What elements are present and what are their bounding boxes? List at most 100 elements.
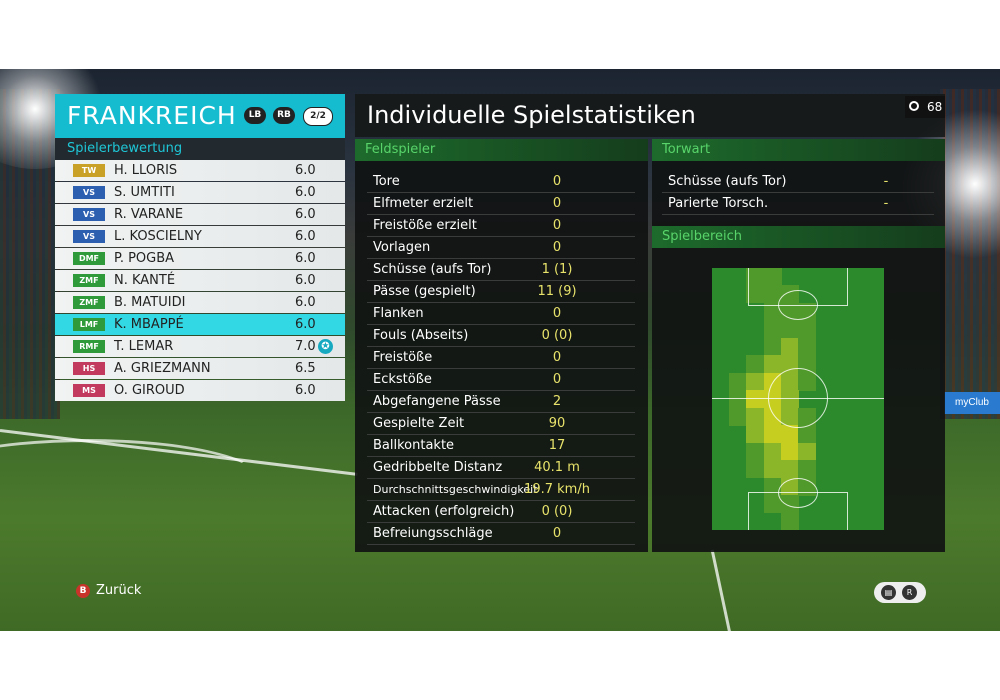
heatmap-cell — [780, 512, 799, 530]
position-badge: VS — [73, 186, 105, 199]
center-circle — [768, 368, 828, 428]
heatmap-cell — [798, 425, 816, 444]
player-roster: TW H. LLORIS 6.0 VS S. UMTITI 6.0 VS R. VARANE 6… — [55, 160, 345, 402]
field-line — [710, 549, 733, 631]
roster-title: Spielerbewertung — [55, 138, 345, 160]
heatmap-cell — [780, 460, 799, 479]
player-row[interactable]: ZMF N. KANTÉ 6.0 — [55, 270, 345, 291]
player-name: L. KOSCIELNY — [114, 229, 202, 244]
position-badge: ZMF — [73, 274, 105, 287]
stat-label: Flanken — [373, 306, 424, 321]
stat-value: 0 — [552, 306, 562, 321]
position-badge: ZMF — [73, 296, 105, 309]
stat-label: Pässe (gespielt) — [373, 284, 476, 299]
stat-label: Gespielte Zeit — [373, 416, 465, 431]
position-badge: VS — [73, 230, 105, 243]
activity-heatmap — [712, 268, 884, 530]
stat-value: 17 — [548, 438, 566, 453]
stat-value: - — [883, 196, 889, 211]
player-row[interactable]: ZMF B. MATUIDI 6.0 — [55, 292, 345, 313]
position-badge: VS — [73, 208, 105, 221]
lb-button[interactable]: LB — [244, 107, 266, 124]
player-name: H. LLORIS — [114, 163, 178, 178]
player-rating: 6.0 — [295, 207, 316, 222]
player-rating: 7.0 — [295, 339, 316, 354]
page-indicator: 2/2 — [303, 107, 333, 126]
heatmap-cell — [763, 477, 782, 496]
heatmap-cell — [746, 425, 765, 444]
player-row[interactable]: TW H. LLORIS 6.0 — [55, 160, 345, 181]
goalkeeper-title: Torwart — [652, 139, 945, 161]
heatmap-cell — [763, 268, 782, 286]
match-timer: 68 — [905, 96, 945, 118]
rb-button[interactable]: RB — [273, 107, 295, 124]
player-row[interactable]: RMF T. LEMAR 7.0 ✪ — [55, 336, 345, 357]
heatmap-cell — [798, 460, 816, 479]
heatmap-cell — [780, 320, 799, 339]
stat-label: Attacken (erfolgreich) — [373, 504, 515, 519]
heatmap-cell — [780, 442, 799, 461]
player-row[interactable]: MS O. GIROUD 6.0 — [55, 380, 345, 401]
stat-value: 40.1 m — [534, 460, 580, 475]
stat-value: 0 — [552, 526, 562, 541]
stat-value: 2 — [552, 394, 562, 409]
stat-label: Freistöße erzielt — [373, 218, 477, 233]
player-name: B. MATUIDI — [114, 295, 186, 310]
title-bar: Individuelle Spielstatistiken — [355, 94, 945, 137]
stat-row: Fouls (Abseits) 0 (0) — [367, 325, 635, 347]
player-name: N. KANTÉ — [114, 273, 176, 288]
player-row[interactable]: VS S. UMTITI 6.0 — [55, 182, 345, 203]
heatmap-cell — [746, 268, 765, 286]
stat-value: 0 — [552, 372, 562, 387]
stat-label: Befreiungsschläge — [373, 526, 493, 541]
rs-stick-icon: R — [902, 585, 917, 600]
man-of-match-star-icon: ✪ — [318, 339, 333, 354]
heatmap-cell — [763, 302, 782, 321]
player-row[interactable]: LMF K. MBAPPÉ 6.0 — [55, 314, 345, 335]
player-row[interactable]: VS L. KOSCIELNY 6.0 — [55, 226, 345, 247]
back-control[interactable]: B Zurück — [76, 583, 141, 598]
sponsor-board: myClub — [944, 392, 1000, 414]
player-name: A. GRIEZMANN — [114, 361, 211, 376]
stat-label: Schüsse (aufs Tor) — [668, 174, 787, 189]
field-players-title: Feldspieler — [355, 139, 648, 161]
chat-icon: ▤ — [881, 585, 896, 600]
stat-value: 0 — [552, 218, 562, 233]
stat-value: 19.7 km/h — [524, 482, 590, 497]
stat-value: 0 — [552, 240, 562, 255]
heatmap-cell — [798, 337, 816, 356]
player-row[interactable]: VS R. VARANE 6.0 — [55, 204, 345, 225]
player-row[interactable]: DMF P. POGBA 6.0 — [55, 248, 345, 269]
heatmap-cell — [729, 390, 748, 409]
stat-row: Pässe (gespielt) 11 (9) — [367, 281, 635, 303]
gk-stats-list: Schüsse (aufs Tor) - Parierte Torsch. - — [662, 171, 934, 215]
stat-row: Ballkontakte 17 — [367, 435, 635, 457]
heatmap-cell — [746, 442, 765, 461]
heatmap-cell — [746, 460, 765, 479]
stat-value: - — [883, 174, 889, 189]
goalkeeper-panel: Torwart Schüsse (aufs Tor) - Parierte Tors… — [652, 139, 945, 552]
position-badge: HS — [73, 362, 105, 375]
back-label: Zurück — [96, 583, 142, 598]
heatmap-cell — [763, 425, 782, 444]
player-name: T. LEMAR — [114, 339, 174, 354]
position-badge: LMF — [73, 318, 105, 331]
player-name: P. POGBA — [114, 251, 175, 266]
position-badge: DMF — [73, 252, 105, 265]
heatmap-cell — [763, 355, 782, 374]
controller-hint[interactable]: ▤ R — [874, 582, 926, 603]
player-name: S. UMTITI — [114, 185, 175, 200]
field-stats-list: Tore 0 Elfmeter erzielt 0 Freistöße erzielt 0… — [367, 171, 635, 545]
stat-value: 90 — [548, 416, 566, 431]
player-rating: 6.0 — [295, 229, 316, 244]
b-button-icon: B — [76, 583, 90, 598]
stat-value: 0 — [552, 196, 562, 211]
player-rating: 6.0 — [295, 273, 316, 288]
player-rating: 6.0 — [295, 185, 316, 200]
heatmap-cell — [798, 442, 816, 461]
stat-row: Befreiungsschläge 0 — [367, 523, 635, 545]
stat-row: Eckstöße 0 — [367, 369, 635, 391]
stat-label: Durchschnittsgeschwindigkeit — [373, 483, 538, 496]
player-row[interactable]: HS A. GRIEZMANN 6.5 — [55, 358, 345, 379]
stat-row: Flanken 0 — [367, 303, 635, 325]
